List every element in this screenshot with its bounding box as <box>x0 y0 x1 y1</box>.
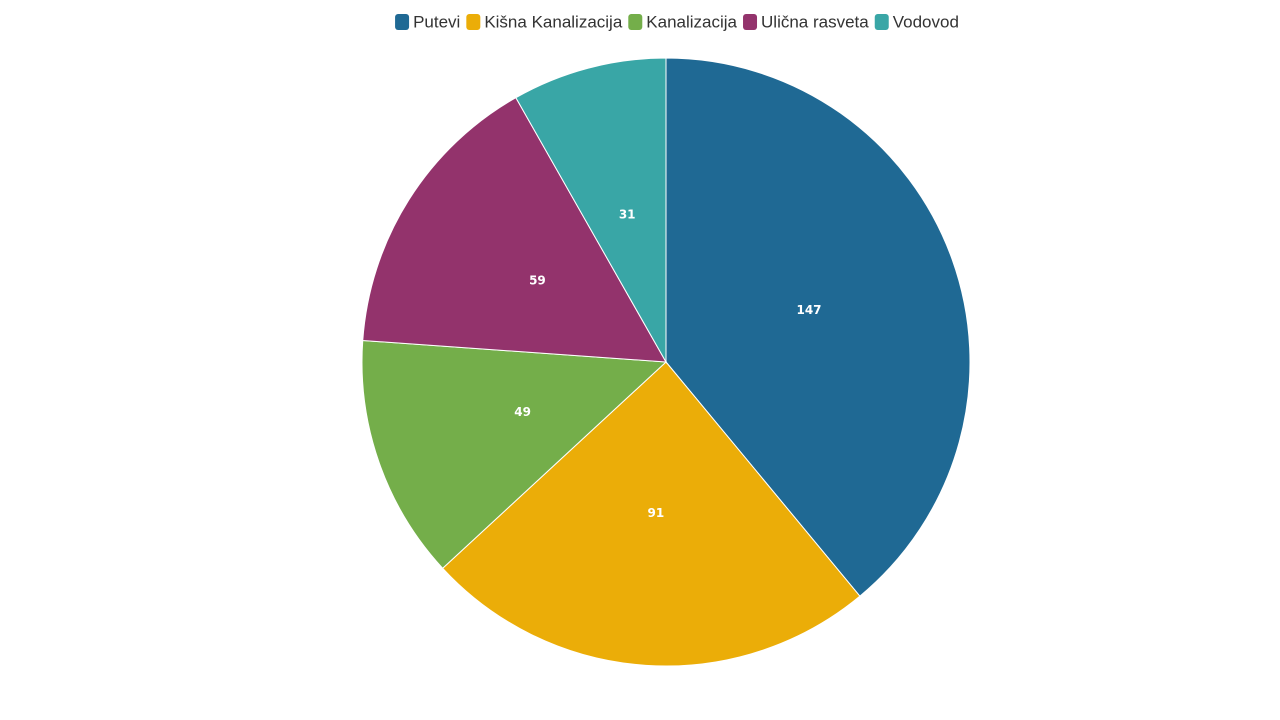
value-label: 147 <box>796 303 821 317</box>
pie-slice <box>441 361 861 667</box>
legend-swatch <box>743 14 758 30</box>
legend-swatch <box>466 14 481 30</box>
legend-label: Kišna Kanalizacija <box>484 12 623 31</box>
legend-label: Vodovod <box>893 12 959 31</box>
pie-slice <box>515 57 667 364</box>
value-label: 59 <box>529 273 546 287</box>
legend-swatch <box>874 14 889 30</box>
pie-slice <box>362 96 667 363</box>
legend-item[interactable]: Vodovod <box>874 12 959 31</box>
pie: 147 91 49 59 31 <box>361 57 971 667</box>
legend: Putevi Kišna Kanalizacija Kanalizacija Ulič… <box>395 12 959 31</box>
value-label: 49 <box>514 405 531 419</box>
legend-swatch <box>395 14 410 30</box>
pie-slice <box>361 339 668 569</box>
legend-item[interactable]: Putevi <box>395 12 460 31</box>
value-label: 91 <box>648 506 665 520</box>
legend-item[interactable]: Ulična rasveta <box>743 12 869 31</box>
legend-label: Kanalizacija <box>646 12 737 31</box>
value-label: 31 <box>619 208 636 222</box>
legend-label: Putevi <box>413 12 460 31</box>
legend-swatch <box>628 14 643 30</box>
legend-item[interactable]: Kišna Kanalizacija <box>466 12 623 31</box>
legend-item[interactable]: Kanalizacija <box>628 12 738 31</box>
pie-slice <box>665 57 971 597</box>
legend-label: Ulična rasveta <box>761 12 869 31</box>
